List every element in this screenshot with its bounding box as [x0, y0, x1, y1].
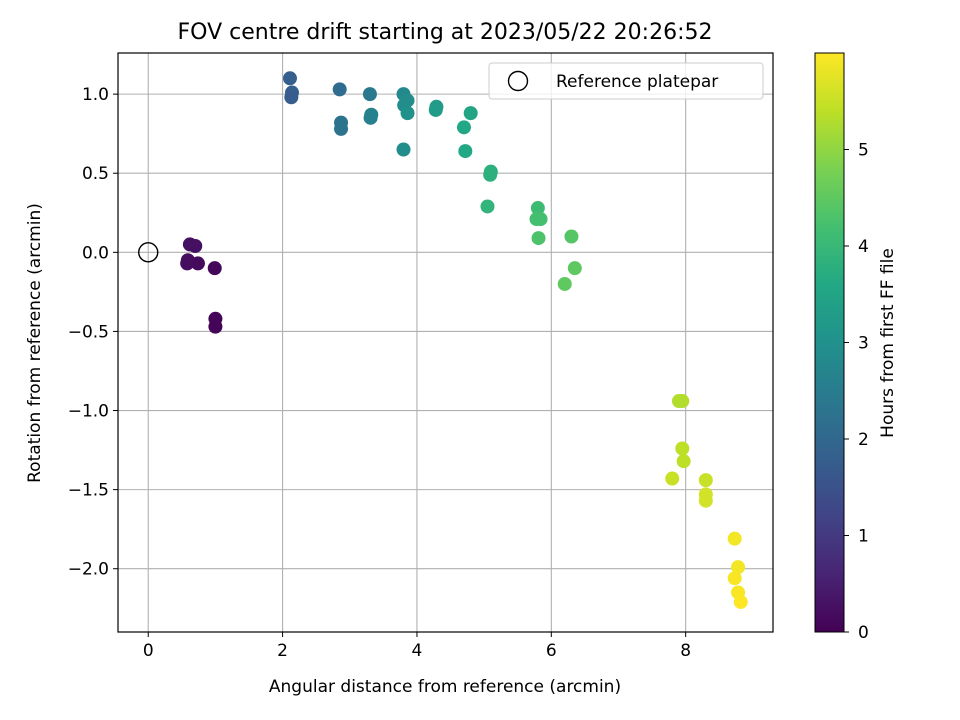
colorbar-tick-label: 5: [858, 141, 869, 161]
y-axis-label: Rotation from reference (arcmin): [25, 203, 45, 483]
data-point: [675, 441, 690, 456]
x-tick-label: 2: [277, 641, 288, 661]
y-tick-label: 0.5: [82, 164, 109, 184]
data-point: [698, 493, 713, 508]
data-point: [332, 82, 347, 97]
data-point: [698, 473, 713, 488]
colorbar-gradient: [814, 52, 845, 633]
x-tick-label: 4: [412, 641, 423, 661]
legend-reference-label: Reference platepar: [556, 72, 718, 92]
x-tick-label: 0: [143, 641, 154, 661]
reference-marker: [138, 242, 159, 263]
data-point: [458, 144, 473, 159]
data-point: [396, 142, 411, 157]
y-tick-label: −1.5: [68, 481, 109, 501]
data-point: [483, 167, 498, 182]
colorbar-tick-label: 3: [858, 334, 869, 354]
data-point: [731, 560, 746, 575]
data-point: [180, 256, 195, 271]
data-point: [400, 93, 415, 108]
data-point: [400, 106, 415, 121]
x-tick-label: 8: [680, 641, 691, 661]
plot-area-frame: [117, 52, 774, 633]
colorbar-tick-label: 1: [858, 527, 869, 547]
colorbar-tick-label: 0: [858, 623, 869, 643]
data-point: [190, 256, 205, 271]
reference-platepar-point: [138, 242, 159, 263]
colorbar-tick-label: 2: [858, 430, 869, 450]
data-point: [533, 212, 548, 227]
grid-lines: [118, 53, 773, 632]
data-point: [665, 471, 680, 486]
data-points: [180, 71, 748, 609]
y-tick-label: 0.0: [82, 243, 109, 263]
data-point: [530, 201, 545, 216]
legend: Reference platepar: [488, 62, 764, 100]
data-point: [284, 90, 299, 105]
data-point: [557, 276, 572, 291]
y-tick-label: −2.0: [68, 560, 109, 580]
data-point: [733, 594, 748, 609]
colorbar: 0 1 2 3 4 5 Hours from first FF file: [814, 52, 898, 643]
data-point: [334, 121, 349, 136]
colorbar-tick-label: 4: [858, 237, 869, 257]
data-point: [428, 102, 443, 117]
data-point: [676, 454, 691, 469]
data-point: [727, 531, 742, 546]
data-point: [480, 199, 495, 214]
y-axis-ticks: −2.0 −1.5 −1.0 −0.5 0.0 0.5 1.0: [68, 85, 118, 580]
x-axis-label: Angular distance from reference (arcmin): [269, 677, 621, 697]
data-point: [188, 239, 203, 253]
y-tick-label: 1.0: [82, 85, 109, 105]
data-point: [362, 87, 377, 102]
y-tick-label: −0.5: [68, 322, 109, 342]
colorbar-label: Hours from first FF file: [878, 248, 898, 438]
y-tick-label: −1.0: [68, 402, 109, 422]
data-point: [363, 110, 378, 125]
data-point: [727, 571, 742, 586]
data-point: [208, 319, 223, 334]
data-point: [567, 261, 582, 276]
legend-box: [488, 62, 764, 100]
colorbar-ticks: 0 1 2 3 4 5: [844, 141, 869, 643]
data-point: [207, 261, 222, 276]
legend-reference-marker: [507, 70, 529, 92]
data-point: [463, 106, 478, 121]
data-point: [564, 229, 579, 244]
data-point: [675, 394, 690, 409]
data-point: [531, 231, 546, 246]
x-tick-label: 6: [546, 641, 557, 661]
data-point: [456, 120, 471, 135]
data-point: [282, 71, 297, 86]
x-axis-ticks: 0 2 4 6 8: [143, 632, 691, 661]
chart-title: FOV centre drift starting at 2023/05/22 …: [178, 20, 713, 45]
